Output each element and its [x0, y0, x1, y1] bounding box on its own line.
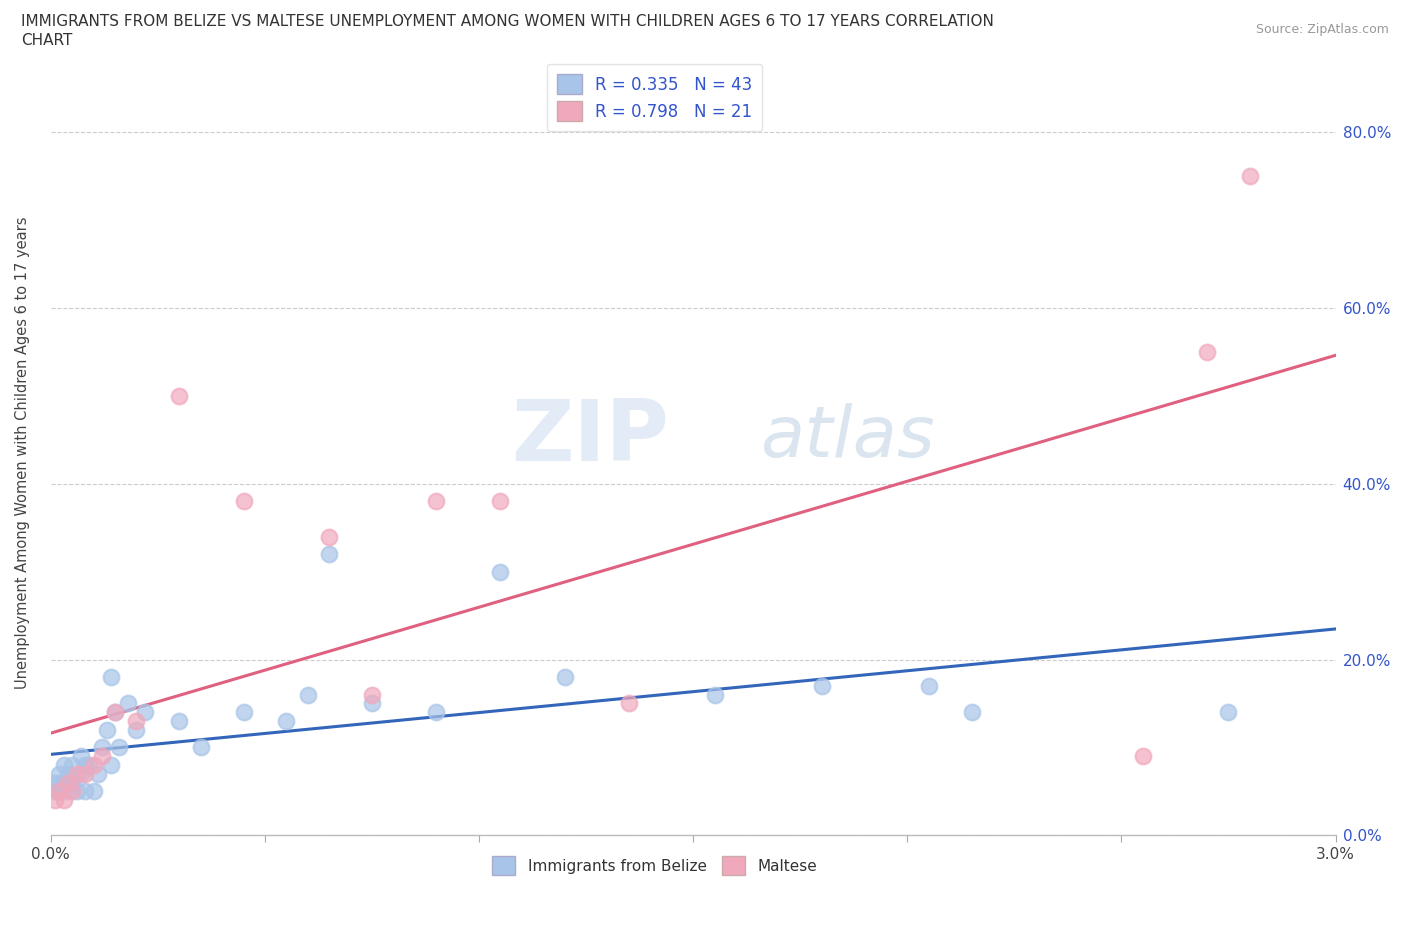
Point [960, 705, 983, 720]
Point [60, 775, 83, 790]
Point [44, 784, 66, 799]
Point [48, 784, 70, 799]
Point [297, 687, 319, 702]
Point [318, 529, 340, 544]
Point [425, 494, 447, 509]
Text: ZIP: ZIP [512, 396, 669, 479]
Point [1197, 344, 1219, 359]
Point [79, 758, 101, 773]
Point [169, 389, 191, 404]
Point [56, 775, 79, 790]
Point [425, 705, 447, 720]
Point [44, 792, 66, 807]
Point [69, 749, 91, 764]
Point [48, 784, 70, 799]
Point [703, 687, 725, 702]
Point [52, 792, 75, 807]
Point [489, 494, 512, 509]
Point [56, 766, 79, 781]
Point [232, 494, 254, 509]
Point [918, 679, 941, 694]
Point [56, 784, 79, 799]
Point [60, 784, 83, 799]
Point [554, 670, 576, 684]
Point [87, 766, 110, 781]
Point [1239, 169, 1261, 184]
Point [104, 705, 127, 720]
Point [65, 784, 87, 799]
Point [60, 758, 83, 773]
Point [83, 758, 105, 773]
Point [91, 740, 114, 755]
Point [52, 775, 75, 790]
Point [65, 766, 87, 781]
Point [125, 713, 148, 728]
Point [117, 696, 139, 711]
Point [52, 758, 75, 773]
Point [1132, 749, 1154, 764]
Point [100, 758, 122, 773]
Point [361, 696, 384, 711]
Text: IMMIGRANTS FROM BELIZE VS MALTESE UNEMPLOYMENT AMONG WOMEN WITH CHILDREN AGES 6 : IMMIGRANTS FROM BELIZE VS MALTESE UNEMPL… [21, 14, 994, 29]
Point [617, 696, 640, 711]
Point [75, 766, 97, 781]
Point [489, 565, 512, 579]
Point [108, 740, 131, 755]
Point [83, 784, 105, 799]
Point [104, 705, 127, 720]
Point [361, 687, 384, 702]
Text: Source: ZipAtlas.com: Source: ZipAtlas.com [1256, 23, 1389, 36]
Point [91, 749, 114, 764]
Point [1218, 705, 1240, 720]
Legend: Immigrants from Belize, Maltese: Immigrants from Belize, Maltese [486, 850, 823, 882]
Text: CHART: CHART [21, 33, 73, 47]
Point [69, 766, 91, 781]
Point [318, 547, 340, 562]
Point [48, 766, 70, 781]
Point [96, 723, 118, 737]
Point [169, 713, 191, 728]
Point [125, 723, 148, 737]
Point [75, 784, 97, 799]
Point [48, 775, 70, 790]
Text: atlas: atlas [761, 404, 935, 472]
Point [134, 705, 156, 720]
Point [44, 775, 66, 790]
Y-axis label: Unemployment Among Women with Children Ages 6 to 17 years: Unemployment Among Women with Children A… [15, 217, 30, 689]
Point [190, 740, 212, 755]
Point [100, 670, 122, 684]
Point [75, 758, 97, 773]
Point [232, 705, 254, 720]
Point [810, 679, 832, 694]
Point [276, 713, 298, 728]
